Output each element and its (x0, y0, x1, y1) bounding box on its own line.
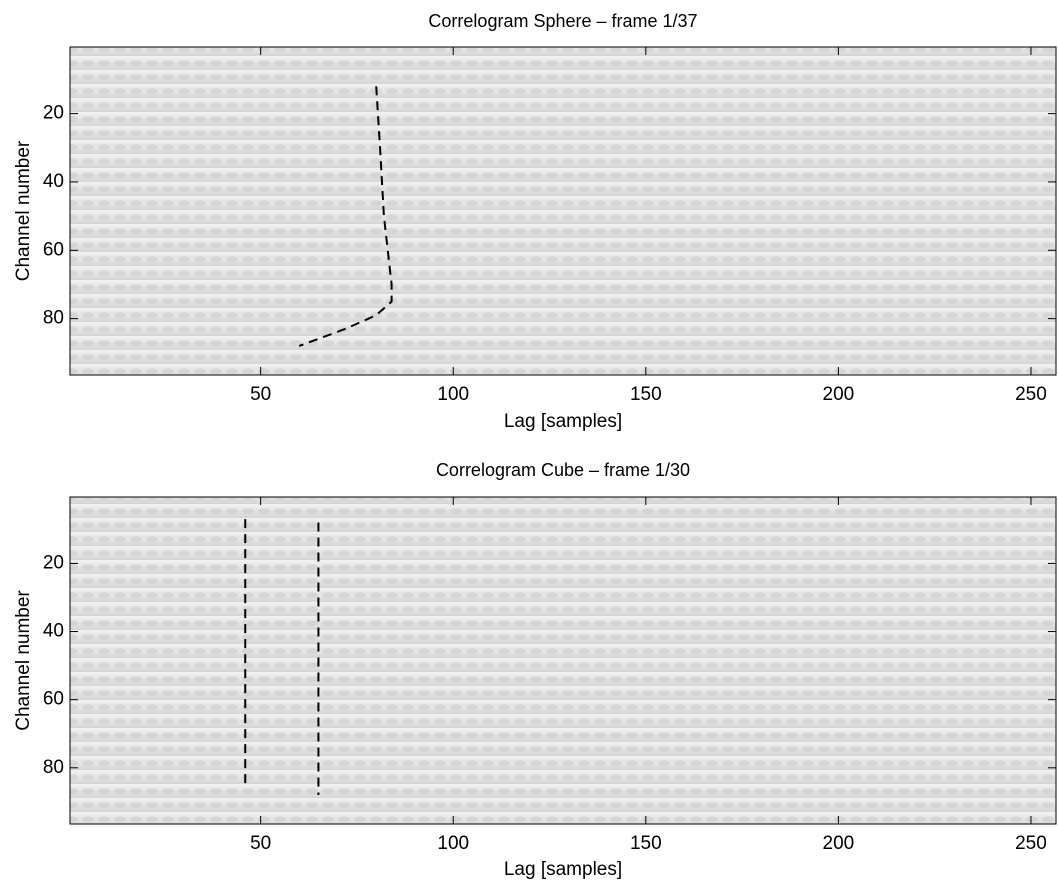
y-tick-label: 80 (43, 308, 64, 329)
x-axis-label: Lag [samples] (504, 859, 622, 880)
plot-frame (69, 46, 1057, 376)
panel: Correlogram Sphere – frame 1/37 Lag [samp… (13, 11, 1057, 432)
y-axis-label: Channel number (13, 590, 34, 731)
x-tick-label: 100 (437, 384, 469, 405)
y-tick-label: 40 (43, 621, 64, 642)
chart-title: Correlogram Cube – frame 1/30 (436, 460, 690, 480)
x-tick-label: 200 (823, 833, 855, 854)
chart-title: Correlogram Sphere – frame 1/37 (428, 11, 697, 31)
x-tick-label: 150 (630, 384, 662, 405)
dashed-line (298, 86, 393, 347)
panel: Correlogram Cube – frame 1/30 Lag [sample… (13, 460, 1057, 880)
y-tick-label: 60 (43, 689, 64, 710)
x-tick-label: 50 (250, 384, 271, 405)
x-tick-label: 200 (823, 384, 855, 405)
y-tick-label: 20 (43, 103, 64, 124)
x-tick-label: 250 (1015, 833, 1047, 854)
x-tick-label: 150 (630, 833, 662, 854)
x-tick-label: 100 (437, 833, 469, 854)
heatmap-background (70, 47, 1056, 375)
y-tick-label: 80 (43, 757, 64, 778)
plot-frame (69, 496, 1057, 825)
y-axis-label: Channel number (13, 140, 34, 281)
y-tick-label: 20 (43, 552, 64, 573)
heatmap-background (70, 497, 1056, 824)
y-tick-label: 60 (43, 239, 64, 260)
x-tick-label: 250 (1015, 384, 1047, 405)
y-tick-label: 40 (43, 171, 64, 192)
x-axis-label: Lag [samples] (504, 411, 622, 432)
x-tick-label: 50 (250, 833, 271, 854)
